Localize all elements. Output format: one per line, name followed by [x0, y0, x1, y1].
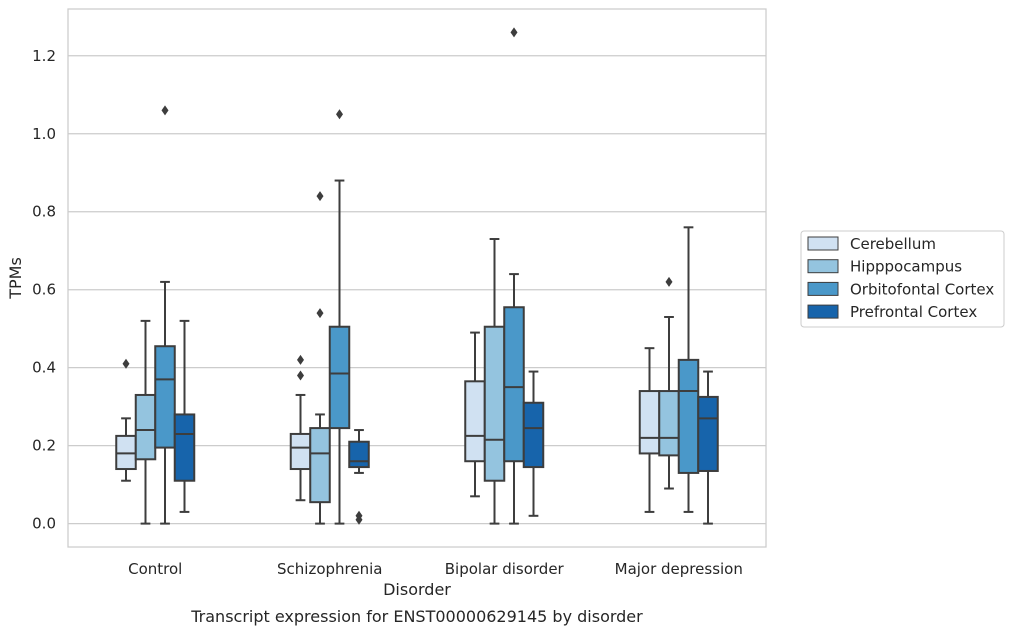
boxes-group	[115, 27, 719, 525]
box	[134, 393, 157, 461]
y-tick-label: 1.2	[32, 47, 56, 65]
outlier-point	[316, 191, 324, 202]
outlier-point	[161, 105, 169, 116]
legend-swatch	[807, 281, 839, 296]
outlier-point	[336, 109, 343, 120]
x-tick-labels: Control Schizophrenia Bipolar disorder Majo…	[128, 560, 743, 578]
legend-frame	[800, 230, 1005, 328]
outlier-point	[122, 358, 130, 369]
legend-entry-label: Orbitofontal Cortex	[850, 280, 994, 298]
y-tick-labels: 0.0 0.2 0.4 0.6 0.8 1.0 1.2	[32, 47, 56, 533]
outlier-point	[665, 276, 673, 287]
y-tick-label: 1.0	[32, 125, 56, 143]
chart-caption: Transcript expression for ENST0000062914…	[190, 607, 643, 626]
y-tick-label: 0.0	[32, 515, 56, 533]
legend-entry-label: Cerebellum	[850, 235, 936, 253]
box	[289, 432, 312, 471]
legend-swatch	[807, 236, 839, 251]
y-tick-label: 0.8	[32, 203, 56, 221]
x-tick-label: Major depression	[615, 560, 743, 578]
box	[328, 325, 351, 430]
box	[483, 325, 506, 482]
outlier-point	[316, 308, 324, 319]
box	[464, 380, 486, 463]
box	[658, 390, 680, 457]
box	[638, 390, 661, 455]
x-tick-label: Control	[128, 560, 182, 578]
box	[522, 401, 545, 469]
outlier-point	[355, 510, 363, 521]
y-axis-label: TPMs	[6, 257, 25, 300]
x-tick-label: Schizophrenia	[277, 560, 382, 578]
y-tick-label: 0.6	[32, 281, 56, 299]
box	[677, 358, 700, 474]
x-tick-label: Bipolar disorder	[445, 560, 565, 578]
x-axis-label: Disorder	[383, 580, 451, 599]
box	[154, 345, 176, 449]
outlier-point	[297, 370, 304, 381]
box	[503, 306, 525, 463]
outlier-point	[510, 27, 518, 38]
legend-entry-label: Hipppocampus	[850, 258, 962, 276]
legend-entry-label: Prefrontal Cortex	[850, 303, 977, 321]
legend-swatch	[807, 304, 839, 319]
outlier-point	[297, 354, 304, 365]
y-tick-label: 0.4	[32, 359, 56, 377]
box	[173, 413, 196, 482]
box	[348, 440, 370, 469]
y-tick-label: 0.2	[32, 437, 56, 455]
legend: Cerebellum Hipppocampus Orbitofontal Corte…	[800, 230, 1005, 328]
box	[309, 427, 331, 504]
plot-area	[67, 8, 767, 548]
box	[697, 395, 719, 472]
legend-swatch	[807, 259, 839, 274]
